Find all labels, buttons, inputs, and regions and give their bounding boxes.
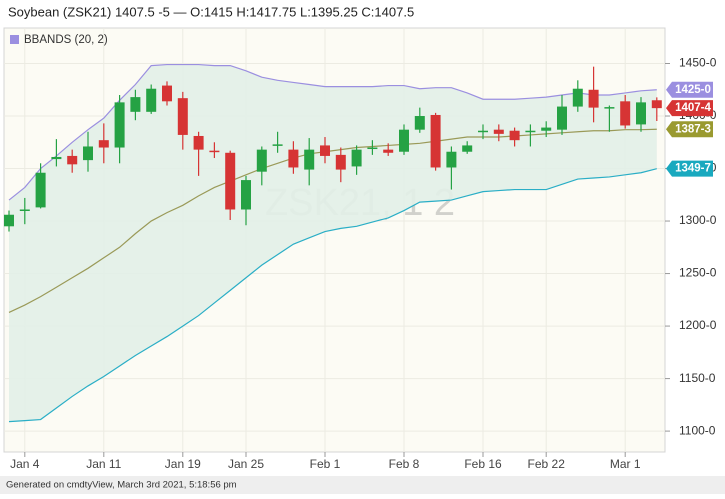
candle-body [67, 155, 78, 165]
x-tick-label: Feb 8 [389, 457, 420, 471]
candle-body [177, 98, 188, 135]
candle-body [383, 149, 394, 153]
candle-body [572, 88, 583, 107]
price-tag [666, 100, 713, 117]
candle-body [525, 130, 536, 133]
candle-body [114, 102, 125, 148]
y-tick-label: 1450-0 [679, 56, 717, 70]
price-tag-label: 1425-0 [675, 84, 711, 96]
candle-body [51, 156, 62, 160]
x-tick-label: Feb 1 [310, 457, 341, 471]
candle-body [19, 209, 30, 211]
band-line [8, 168, 657, 423]
candle-body [304, 149, 315, 170]
candle-body [414, 116, 425, 130]
candle-body [620, 101, 631, 126]
candle-body [462, 145, 473, 152]
price-tag [666, 81, 713, 98]
candle-body [446, 151, 457, 168]
x-tick-label: Jan 4 [10, 457, 40, 471]
candle-body [335, 154, 346, 170]
candle-body [146, 88, 157, 112]
price-tag-label: 1349-7 [675, 163, 711, 175]
candle-body [162, 85, 172, 102]
candle-body [320, 145, 330, 156]
candle-body [399, 129, 409, 152]
band-fill [9, 64, 657, 422]
y-tick-label: 1300-0 [679, 213, 717, 227]
candle-body [557, 106, 567, 130]
candle-body [35, 172, 46, 208]
candle-body [256, 149, 267, 172]
candle-body [98, 140, 109, 148]
y-tick-label: 1200-0 [679, 318, 717, 332]
price-tag-label: 1387-3 [675, 123, 711, 135]
band-line [8, 128, 657, 313]
candle-body [651, 100, 662, 109]
candle-body [272, 144, 283, 146]
candle-body [367, 147, 378, 150]
x-tick-label: Feb 16 [464, 457, 502, 471]
candle-body [241, 180, 251, 210]
candle-body [430, 114, 441, 168]
price-tag [666, 160, 713, 177]
legend-label: BBANDS (20, 2) [24, 34, 108, 46]
candle-body [636, 102, 646, 125]
footer-text: Generated on cmdtyView, March 3rd 2021, … [6, 480, 237, 491]
candle-body [193, 135, 204, 150]
candle-body [478, 130, 488, 133]
footer-bar [0, 476, 725, 494]
candle-body [4, 214, 14, 227]
candle-body [541, 127, 552, 131]
price-tag [666, 121, 713, 138]
x-tick-label: Jan 25 [228, 457, 264, 471]
legend-swatch [10, 35, 19, 44]
candle-body [588, 89, 599, 108]
candle-body [83, 146, 93, 161]
x-tick-label: Jan 19 [165, 457, 201, 471]
y-tick-label: 1250-0 [679, 266, 717, 280]
candle-body [288, 149, 299, 168]
x-tick-label: Jan 11 [86, 457, 121, 471]
x-tick-label: Mar 1 [610, 457, 641, 471]
candle-body [351, 149, 362, 167]
header-title: Soybean (ZSK21) 1407.5 -5 — O:1415 H:141… [8, 4, 414, 19]
candle-body [209, 150, 220, 153]
chart-layer: 1100-01150-01200-01250-01300-01350-01400… [4, 28, 717, 471]
candle-body [493, 129, 504, 134]
candle-body [604, 107, 615, 109]
y-tick-label: 1150-0 [679, 371, 716, 385]
x-tick-label: Feb 22 [528, 457, 566, 471]
candle-body [509, 130, 520, 141]
price-tag-label: 1407-4 [675, 102, 711, 114]
candle-body [225, 152, 236, 210]
y-tick-label: 1100-0 [679, 423, 716, 437]
candle-body [130, 97, 141, 112]
